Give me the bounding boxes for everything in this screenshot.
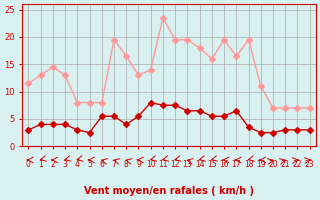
X-axis label: Vent moyen/en rafales ( km/h ): Vent moyen/en rafales ( km/h ) [84,186,254,196]
